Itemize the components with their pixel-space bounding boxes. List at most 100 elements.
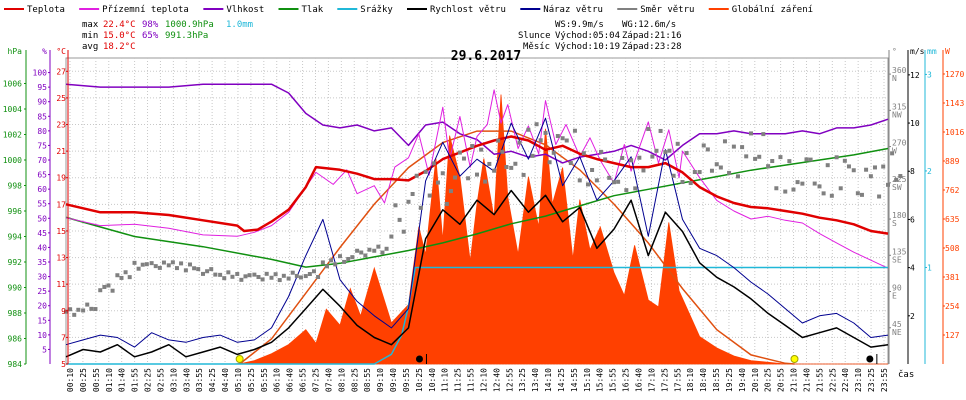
wind-direction-point xyxy=(410,192,415,197)
wind-direction-point xyxy=(431,161,436,166)
radiation-tick-label: 1270 xyxy=(945,70,964,79)
legend-label: Srážky xyxy=(360,5,393,15)
temperature-axis-unit: °C xyxy=(56,47,66,56)
wind-direction-point xyxy=(247,273,252,278)
stats-max-temp: 22.4°C xyxy=(103,20,136,30)
wind-direction-point xyxy=(555,134,560,139)
x-tick-label: 20:55 xyxy=(777,368,786,392)
wind-direction-point xyxy=(581,151,586,156)
x-tick-label: 04:25 xyxy=(208,368,217,392)
radiation-tick-label: 508 xyxy=(945,244,960,253)
humidity-tick-label: 65 xyxy=(37,171,47,180)
wind-tick-label: 10 xyxy=(910,119,920,128)
x-tick-label: 01:10 xyxy=(105,368,114,392)
humidity-tick-label: 75 xyxy=(37,141,47,150)
wind-direction-point xyxy=(800,181,805,186)
wind-direction-point xyxy=(543,130,548,135)
humidity-tick-label: 50 xyxy=(37,214,47,223)
wind-direction-point xyxy=(564,138,569,143)
wind-direction-point xyxy=(526,127,531,132)
x-tick-label: 12:40 xyxy=(492,368,501,392)
x-tick-label: 06:55 xyxy=(299,368,308,392)
wind-direction-point xyxy=(93,307,98,312)
x-tick-label: 17:10 xyxy=(647,368,656,392)
x-tick-label: 13:40 xyxy=(531,368,540,392)
radiation-area xyxy=(66,94,888,365)
wind-direction-point xyxy=(359,250,364,255)
stats-avg-label: avg xyxy=(82,42,98,52)
wind-direction-point xyxy=(230,274,235,279)
stats-min-hum: 65% xyxy=(142,31,159,41)
wind-direction-point xyxy=(157,265,162,270)
wind-direction-point xyxy=(201,271,205,276)
x-tick-label: 22:40 xyxy=(841,368,850,392)
sunrise-marker xyxy=(235,355,244,363)
temperature-tick-label: 25 xyxy=(56,94,66,103)
wind-direction-point xyxy=(294,273,299,278)
legend-label: Teplota xyxy=(27,5,65,15)
wind-direction-point xyxy=(64,309,68,314)
wind-direction-point xyxy=(81,308,86,313)
radiation-tick-label: 254 xyxy=(945,302,960,311)
wind-direction-point xyxy=(757,154,762,159)
x-tick-label: 18:10 xyxy=(686,368,695,392)
wind-direction-point xyxy=(174,266,179,271)
wind-direction-point xyxy=(612,180,616,185)
humidity-tick-label: 90 xyxy=(37,98,47,107)
humidity-axis-unit: % xyxy=(42,47,47,56)
x-tick-label: 19:25 xyxy=(725,368,734,392)
wind-direction-point xyxy=(692,170,697,175)
wind-direction-point xyxy=(286,276,291,281)
pressure-tick-label: 1000 xyxy=(3,156,22,165)
direction-tick-label: 135 xyxy=(892,247,907,256)
humidity-tick-label: 5 xyxy=(42,345,47,354)
wind-direction-point xyxy=(183,268,188,273)
stats-min-label: min xyxy=(82,31,98,41)
wind-gust-info: WG:12.6m/s xyxy=(622,20,676,30)
wind-direction-point xyxy=(538,138,543,143)
wind-direction-point xyxy=(448,189,453,194)
wind-direction-point xyxy=(872,165,877,170)
wind-direction-point xyxy=(290,270,295,275)
wind-direction-point xyxy=(842,158,847,163)
axes-layer: hPa9849869889909929949969981000100210041… xyxy=(3,47,965,369)
wind-direction-point xyxy=(675,141,680,146)
x-tick-label: 02:55 xyxy=(156,368,165,392)
wind-tick-label: 2 xyxy=(910,312,915,321)
wind-direction-point xyxy=(457,150,462,155)
wind-direction-point xyxy=(701,143,706,148)
pressure-tick-label: 1006 xyxy=(3,80,22,89)
x-tick-label: 07:40 xyxy=(324,368,333,392)
x-tick-label: 04:40 xyxy=(221,368,230,392)
temperature-tick-label: 21 xyxy=(56,147,66,156)
radiation-tick-label: 762 xyxy=(945,186,960,195)
wind-direction-point xyxy=(68,307,73,312)
wind-direction-point xyxy=(603,157,608,162)
pressure-tick-label: 994 xyxy=(8,233,23,242)
wind-direction-point xyxy=(119,275,124,280)
wind-direction-point xyxy=(466,176,471,181)
wind-direction-point xyxy=(770,159,775,164)
wind-direction-point xyxy=(444,201,449,206)
wind-direction-point xyxy=(886,182,890,187)
x-tick-label: 20:10 xyxy=(751,368,760,392)
x-tick-label: 08:55 xyxy=(363,368,372,392)
legend-label: Globální záření xyxy=(732,5,813,15)
wind-direction-point xyxy=(161,260,166,265)
legend-label: Přízemní teplota xyxy=(102,5,189,15)
radiation-tick-label: 1143 xyxy=(945,99,964,108)
wind-direction-point xyxy=(427,193,432,198)
direction-tick-compass: E xyxy=(892,292,897,301)
humidity-tick-label: 20 xyxy=(37,302,47,311)
wind-direction-point xyxy=(479,147,484,152)
wind-direction-point xyxy=(218,272,223,277)
wind-direction-point xyxy=(500,149,505,154)
wind-tick-label: 12 xyxy=(910,71,920,80)
direction-tick-label: 315 xyxy=(892,102,907,111)
radiation-tick-label: 381 xyxy=(945,273,960,282)
x-tick-label: 09:10 xyxy=(376,368,385,392)
x-tick-label: 00:10 xyxy=(66,368,75,392)
wind-direction-point xyxy=(277,278,282,283)
wind-direction-point xyxy=(355,248,360,253)
wind-direction-point xyxy=(311,269,316,274)
